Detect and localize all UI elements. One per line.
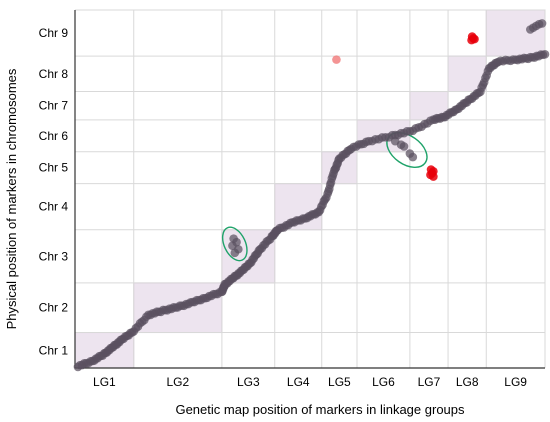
- y-axis-title: Physical position of markers in chromoso…: [4, 68, 19, 329]
- x-tick-label: LG1: [93, 375, 116, 389]
- y-tick-label: Chr 4: [39, 200, 69, 214]
- x-tick-label: LG7: [418, 375, 441, 389]
- x-tick-label: LG5: [328, 375, 351, 389]
- x-tick-label: LG6: [372, 375, 395, 389]
- x-tick-label: LG2: [166, 375, 189, 389]
- marker-point: [399, 142, 409, 151]
- x-tick-label: LG9: [504, 375, 527, 389]
- outlier-marker: [426, 165, 436, 174]
- y-tick-label: Chr 3: [39, 249, 69, 263]
- y-tick-label: Chr 1: [39, 343, 69, 357]
- marker-point: [408, 152, 418, 162]
- x-tick-label: LG4: [287, 375, 310, 389]
- y-tick-labels: Chr 1 Chr 2 Chr 3 Chr 4 Chr 5 Chr 6 Chr 7 Chr 8…: [39, 26, 69, 357]
- x-tick-label: LG3: [237, 375, 260, 389]
- marker-point: [537, 19, 547, 28]
- marker-point: [230, 248, 240, 258]
- y-tick-label: Chr 5: [39, 161, 69, 175]
- marker-point: [540, 50, 550, 59]
- y-tick-label: Chr 6: [39, 129, 69, 143]
- x-tick-labels: LG1 LG2 LG3 LG4 LG5 LG6 LG7 LG8 LG9: [93, 375, 527, 389]
- y-tick-label: Chr 2: [39, 301, 69, 315]
- axis-lines: [74, 10, 545, 369]
- y-tick-label: Chr 9: [39, 26, 69, 40]
- x-axis-title: Genetic map position of markers in linka…: [175, 402, 465, 417]
- highlight-ellipse: [221, 226, 248, 262]
- marker-point: [528, 23, 538, 33]
- linkage-box: [485, 9, 546, 57]
- gridline-group: [75, 9, 546, 368]
- x-tick-label: LG8: [456, 375, 479, 389]
- outlier-marker: [429, 172, 438, 181]
- outlier-marker: [470, 34, 479, 44]
- marker-points-group: [73, 19, 550, 372]
- y-tick-label: Chr 8: [39, 67, 69, 81]
- y-tick-label: Chr 7: [39, 99, 69, 113]
- outlier-marker: [332, 55, 341, 64]
